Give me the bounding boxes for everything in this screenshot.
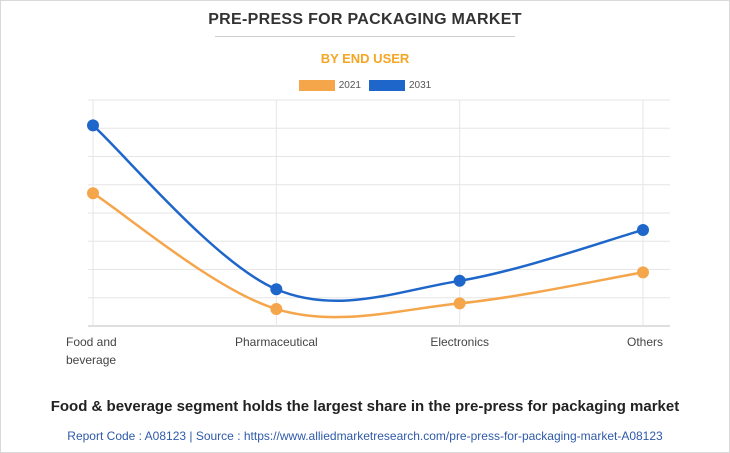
chart-legend: 2021 2031 <box>0 80 730 91</box>
title-divider <box>215 36 515 37</box>
data-point-2031-2[interactable] <box>270 283 283 296</box>
x-tick-label: Food and beverage <box>66 335 117 367</box>
data-point-2031-4[interactable] <box>637 223 649 236</box>
legend-item-2021[interactable]: 2021 <box>298 80 361 91</box>
source-footer: Report Code : A08123 | Source : https://… <box>67 429 663 443</box>
data-point-2021-3[interactable] <box>453 297 466 310</box>
legend-swatch-2021 <box>298 80 335 91</box>
chart-caption: Food & beverage segment holds the larges… <box>50 398 680 415</box>
x-tick-label: Electronics <box>430 335 489 349</box>
x-tick-label-line: Others <box>627 335 663 349</box>
data-point-2021-2[interactable] <box>270 303 283 316</box>
legend-swatch-2031 <box>369 80 405 91</box>
x-tick-label-line: Food and <box>66 335 117 349</box>
data-point-2031-3[interactable] <box>453 274 466 287</box>
legend-item-2031[interactable]: 2031 <box>369 80 431 91</box>
legend-label-2031: 2031 <box>409 80 432 91</box>
x-tick-label: Pharmaceutical <box>235 335 318 349</box>
data-point-2021-1[interactable] <box>87 187 99 200</box>
data-point-2031-1[interactable] <box>87 119 99 132</box>
chart-subtitle: BY END USER <box>320 51 410 66</box>
chart-title: PRE-PRESS FOR PACKAGING MARKET <box>208 11 522 28</box>
x-tick-label-line: Pharmaceutical <box>235 335 318 349</box>
x-tick-label: Others <box>627 335 663 349</box>
legend-label-2021: 2021 <box>338 80 361 91</box>
x-tick-label-line: beverage <box>66 353 116 367</box>
series-line-2031 <box>91 124 645 302</box>
x-tick-label-line: Electronics <box>430 335 489 349</box>
series-line-2021 <box>91 191 645 319</box>
data-point-2021-4[interactable] <box>637 266 649 279</box>
